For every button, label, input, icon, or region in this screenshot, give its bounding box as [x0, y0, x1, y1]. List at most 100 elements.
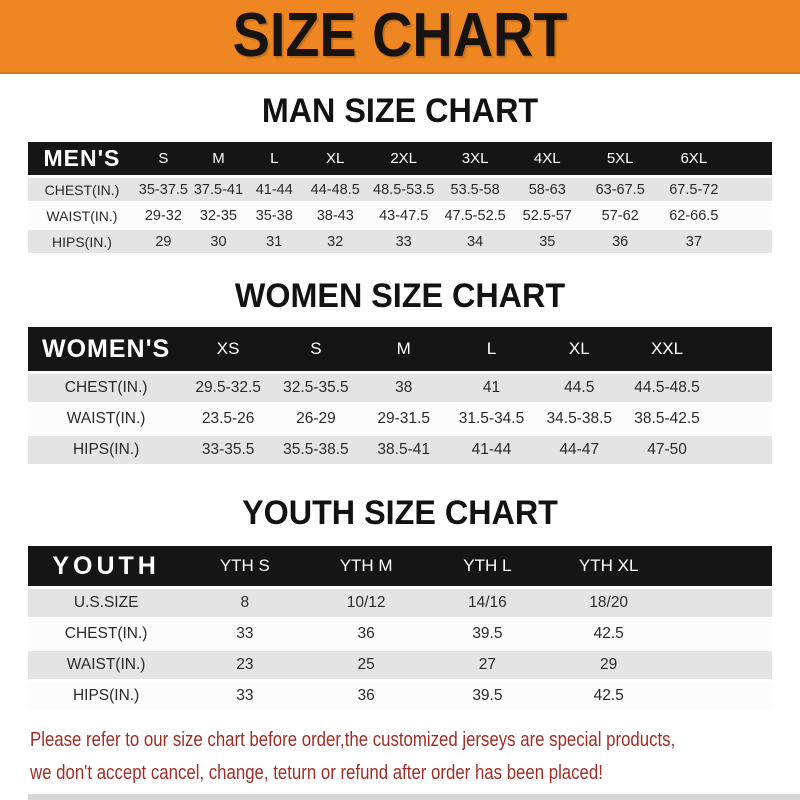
size-value-cell: 43-47.5 [367, 201, 440, 229]
size-value-cell: 41-44 [245, 175, 303, 203]
row-filler-cell [731, 227, 772, 253]
size-value-cell: 29.5-32.5 [184, 371, 273, 404]
size-value-cell: 36 [583, 227, 657, 253]
size-column-header: XL [302, 142, 368, 177]
men-measurement-row: WAIST(IN.) 29-32 32-35 35-38 38-43 43-47.5 47.… [28, 201, 772, 229]
row-filler-cell [669, 679, 772, 710]
women-measurement-row: HIPS(IN.) 33-35.5 35.5-38.5 38.5-41 41-44 44-… [28, 433, 772, 464]
size-column-header: 2XL [367, 142, 440, 177]
row-filler-cell [710, 402, 772, 435]
size-value-cell: 10/12 [305, 586, 427, 619]
banner-title: SIZE CHART [232, 1, 568, 70]
row-filler-cell [710, 371, 772, 404]
size-column-header: XXL [623, 327, 711, 373]
women-table-corner-label: WOMEN'S [28, 327, 185, 373]
size-value-cell: 34 [439, 227, 511, 253]
youth-measurement-row: HIPS(IN.) 33 36 39.5 42.5 [28, 679, 772, 710]
size-value-cell: 36 [305, 679, 427, 710]
size-column-header: L [245, 142, 303, 177]
size-value-cell: 8 [184, 586, 306, 619]
men-measurement-row: CHEST(IN.) 35-37.5 37.5-41 41-44 44-48.5 48.5… [28, 175, 772, 203]
youth-header-row: YOUTH YTH S YTH M YTH L YTH XL [28, 546, 772, 588]
size-value-cell: 32-35 [190, 201, 246, 229]
size-column-header: 5XL [583, 142, 657, 177]
size-value-cell: 36 [305, 617, 427, 650]
size-value-cell: 29 [548, 648, 670, 681]
size-value-cell: 44-47 [535, 433, 624, 464]
women-measurement-row: WAIST(IN.) 23.5-26 26-29 29-31.5 31.5-34.5 34… [28, 402, 772, 435]
size-value-cell: 47.5-52.5 [439, 201, 511, 229]
women-measurement-row: CHEST(IN.) 29.5-32.5 32.5-35.5 38 41 44.5 44.5… [28, 371, 772, 404]
size-value-cell: 44-48.5 [302, 175, 368, 203]
measurement-row-label: HIPS(IN.) [28, 679, 185, 710]
size-value-cell: 33 [184, 617, 306, 650]
footer-disclaimer-line-2: we don't accept cancel, change, teturn o… [30, 762, 603, 784]
size-column-header: S [272, 327, 360, 373]
size-value-cell: 53.5-58 [439, 175, 511, 203]
men-measurement-row: HIPS(IN.) 29 30 31 32 33 34 35 36 37 [28, 227, 772, 253]
measurement-row-label: CHEST(IN.) [28, 175, 136, 203]
size-column-header: YTH L [426, 546, 549, 588]
size-value-cell: 44.5 [535, 371, 624, 404]
size-column-header: YTH S [184, 546, 306, 588]
measurement-row-label: HIPS(IN.) [28, 433, 185, 464]
size-value-cell: 38 [359, 371, 448, 404]
size-column-header: XL [535, 327, 624, 373]
size-value-cell: 32 [302, 227, 368, 253]
size-value-cell: 14/16 [426, 586, 549, 619]
size-value-cell: 42.5 [548, 617, 670, 650]
size-value-cell: 23.5-26 [184, 402, 273, 435]
row-filler-cell [669, 586, 772, 619]
size-value-cell: 26-29 [272, 402, 360, 435]
size-value-cell: 48.5-53.5 [367, 175, 440, 203]
size-value-cell: 38-43 [302, 201, 368, 229]
size-column-header: M [359, 327, 448, 373]
men-size-table-container: MEN'S S M L XL 2XL 3XL 4XL 5XL 6XL CHEST(IN.) 35-37… [28, 142, 772, 253]
men-table-corner-label: MEN'S [28, 142, 136, 177]
size-chart-banner: SIZE CHART [0, 0, 800, 74]
size-value-cell: 33 [367, 227, 440, 253]
footer-disclaimer-line-1: Please refer to our size chart before or… [30, 729, 676, 751]
size-column-header: 3XL [439, 142, 511, 177]
size-value-cell: 33-35.5 [184, 433, 273, 464]
size-column-header: YTH M [305, 546, 427, 588]
measurement-row-label: WAIST(IN.) [28, 648, 185, 681]
women-section-heading: WOMEN SIZE CHART [234, 277, 566, 315]
size-value-cell: 41-44 [447, 433, 536, 464]
row-filler-cell [731, 175, 772, 203]
youth-size-table-container: YOUTH YTH S YTH M YTH L YTH XL U.S.SIZE 8 10/12… [28, 546, 772, 710]
bottom-edge-strip [28, 794, 800, 800]
size-value-cell: 29-31.5 [359, 402, 448, 435]
measurement-row-label: U.S.SIZE [28, 586, 185, 619]
men-header-row: MEN'S S M L XL 2XL 3XL 4XL 5XL 6XL [28, 142, 772, 177]
size-value-cell: 30 [190, 227, 246, 253]
size-value-cell: 67.5-72 [656, 175, 732, 203]
size-value-cell: 44.5-48.5 [623, 371, 711, 404]
size-value-cell: 33 [184, 679, 306, 710]
size-value-cell: 39.5 [426, 617, 549, 650]
row-filler-cell [669, 648, 772, 681]
size-value-cell: 31.5-34.5 [447, 402, 536, 435]
size-column-header: 6XL [656, 142, 732, 177]
measurement-row-label: WAIST(IN.) [28, 201, 136, 229]
footer-disclaimer: Please refer to our size chart before or… [0, 724, 800, 790]
header-filler-cell [731, 142, 772, 177]
women-header-row: WOMEN'S XS S M L XL XXL [28, 327, 772, 373]
size-column-header: 4XL [510, 142, 584, 177]
size-value-cell: 58-63 [510, 175, 584, 203]
size-value-cell: 57-62 [583, 201, 657, 229]
size-value-cell: 25 [305, 648, 427, 681]
size-value-cell: 29 [135, 227, 191, 253]
size-value-cell: 27 [426, 648, 549, 681]
size-value-cell: 37 [656, 227, 732, 253]
size-value-cell: 52.5-57 [510, 201, 584, 229]
youth-measurement-row: CHEST(IN.) 33 36 39.5 42.5 [28, 617, 772, 650]
measurement-row-label: CHEST(IN.) [28, 371, 185, 404]
size-value-cell: 35-38 [245, 201, 303, 229]
youth-size-table: YOUTH YTH S YTH M YTH L YTH XL U.S.SIZE 8 10/12… [28, 546, 772, 710]
size-column-header: L [447, 327, 536, 373]
youth-table-corner-label: YOUTH [28, 546, 185, 588]
measurement-row-label: HIPS(IN.) [28, 227, 136, 253]
size-value-cell: 18/20 [548, 586, 670, 619]
size-value-cell: 47-50 [623, 433, 711, 464]
